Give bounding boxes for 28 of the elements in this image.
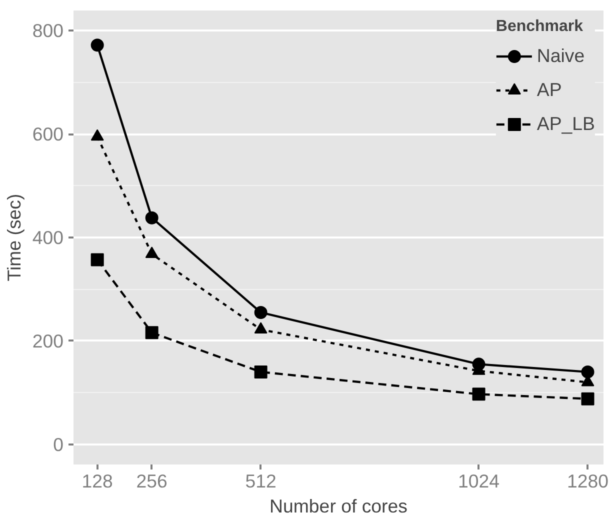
point bbox=[145, 326, 158, 340]
x-tick-label: 256 bbox=[136, 470, 168, 492]
legend-label: Naive bbox=[536, 45, 585, 67]
legend-label: AP_LB bbox=[536, 113, 595, 135]
y-tick-label: 200 bbox=[32, 330, 64, 352]
x-tick-label: 1280 bbox=[567, 470, 609, 492]
legend-title: Benchmark bbox=[496, 18, 584, 36]
x-tick-label: 128 bbox=[82, 470, 113, 492]
point bbox=[145, 211, 158, 224]
point bbox=[254, 306, 268, 319]
y-tick-label: 400 bbox=[32, 227, 64, 248]
point bbox=[90, 253, 104, 266]
point bbox=[254, 365, 268, 378]
point bbox=[581, 365, 594, 378]
y-tick-label: 800 bbox=[32, 20, 64, 42]
point bbox=[254, 322, 268, 334]
point bbox=[145, 246, 158, 258]
x-axis-title: Number of cores bbox=[270, 496, 408, 516]
point bbox=[581, 392, 594, 406]
point bbox=[90, 129, 104, 141]
point bbox=[90, 38, 104, 52]
y-axis-title: Time (sec) bbox=[3, 194, 24, 282]
x-tick-label: 512 bbox=[245, 470, 276, 492]
x-tick-label: 1024 bbox=[458, 470, 500, 492]
legend-label: AP bbox=[536, 79, 562, 101]
point bbox=[472, 388, 486, 401]
y-tick-label: 0 bbox=[53, 434, 64, 455]
y-tick-label: 600 bbox=[32, 124, 64, 145]
